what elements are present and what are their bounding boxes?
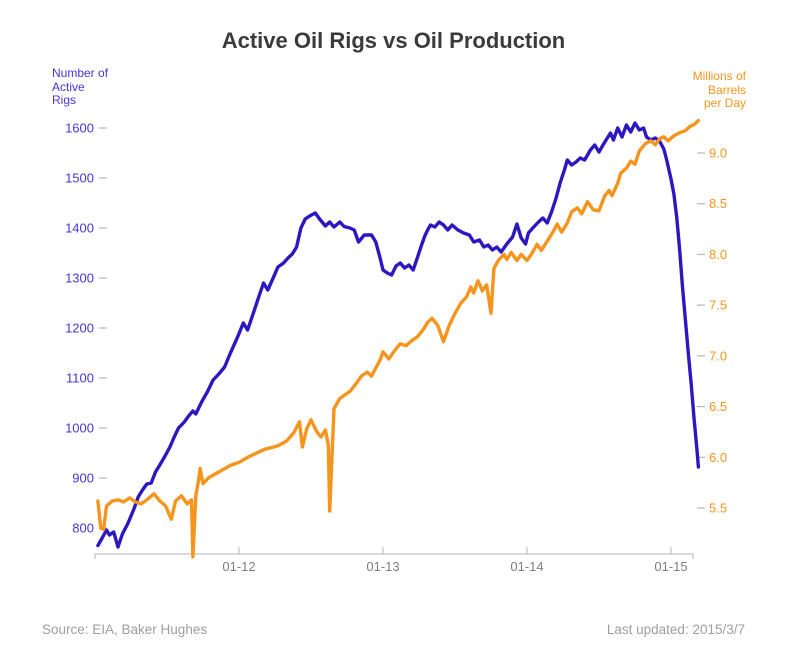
right-axis-title-line3: per Day: [703, 96, 746, 110]
right-tick-label: 7.0: [709, 348, 727, 363]
left-axis-title-line1: Number of: [52, 66, 109, 80]
left-tick-label: 1100: [66, 371, 94, 386]
x-tick-label: 01-14: [510, 559, 543, 574]
right-tick-label: 7.5: [709, 298, 727, 313]
left-axis-title-line3: Rigs: [52, 93, 77, 107]
dual-axis-line-chart: 01-12 01-13 01-14 01-15 800 900 1000 1100 1200 13…: [65, 118, 727, 574]
chart-footer: Source: EIA, Baker Hughes Last updated: …: [42, 622, 745, 637]
right-tick-label: 9.0: [709, 146, 727, 161]
right-tick-label: 6.0: [709, 450, 727, 465]
left-tick-label: 1000: [65, 421, 94, 436]
left-tick-label: 900: [72, 471, 94, 486]
left-tick-label: 1200: [65, 321, 94, 336]
last-updated-label: Last updated: 2015/3/7: [606, 622, 745, 637]
left-tick-label: 1500: [65, 171, 94, 186]
chart-title: Active Oil Rigs vs Oil Production: [221, 28, 566, 53]
left-tick-label: 1400: [65, 221, 94, 236]
left-tick-label: 1600: [65, 121, 94, 136]
right-tick-label: 8.0: [709, 247, 727, 262]
right-tick-label: 6.5: [709, 399, 727, 414]
x-tick-label: 01-15: [654, 559, 687, 574]
x-tick-label: 01-12: [222, 559, 255, 574]
source-credit: Source: EIA, Baker Hughes: [42, 622, 208, 637]
x-axis-line: [94, 553, 694, 559]
production-line: [96, 118, 701, 559]
left-axis-title-line2: Active: [52, 79, 85, 94]
left-tick-label: 1300: [65, 271, 94, 286]
left-tick-label: 800: [72, 521, 94, 536]
right-tick-label: 5.5: [709, 501, 727, 516]
x-tick-label: 01-13: [366, 559, 399, 574]
right-axis-title: Millions of Barrels per Day: [692, 69, 746, 111]
right-axis-title-line2: Barrels: [707, 82, 746, 97]
right-tick-label: 8.5: [709, 196, 727, 211]
left-axis-title: Number of Active Rigs: [52, 66, 109, 108]
rigs-line: [96, 121, 701, 549]
right-axis-title-line1: Millions of: [692, 69, 746, 83]
